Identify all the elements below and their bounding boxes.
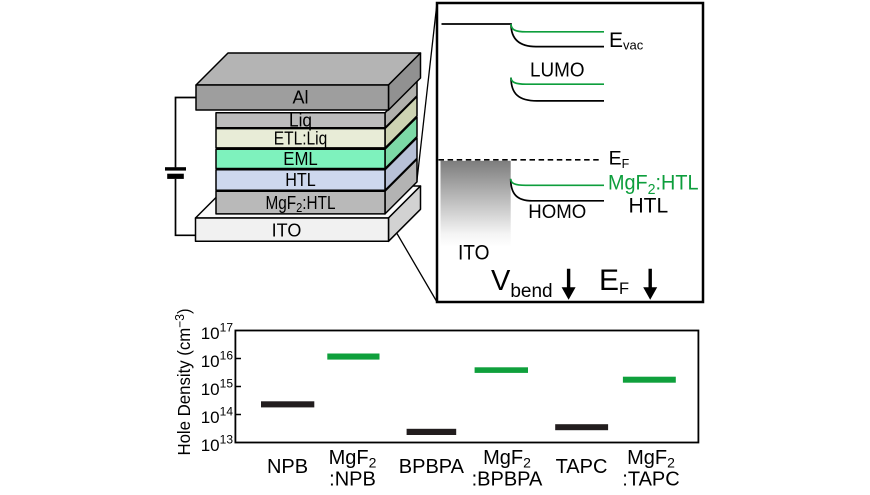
svg-text:Al: Al bbox=[292, 88, 308, 108]
svg-text:1014: 1014 bbox=[201, 404, 234, 427]
svg-text::BPBPA: :BPBPA bbox=[472, 469, 543, 491]
svg-text:1015: 1015 bbox=[201, 376, 234, 399]
svg-text:HTL: HTL bbox=[629, 195, 669, 218]
svg-text:EML: EML bbox=[283, 149, 318, 169]
svg-text:1013: 1013 bbox=[201, 432, 234, 455]
svg-text:NPB: NPB bbox=[267, 456, 308, 478]
svg-text:1016: 1016 bbox=[201, 348, 234, 371]
svg-text:MgF2:HTL: MgF2:HTL bbox=[266, 193, 336, 215]
svg-text::NPB: :NPB bbox=[329, 469, 376, 491]
svg-text:MgF2: MgF2 bbox=[329, 447, 377, 471]
svg-text:BPBPA: BPBPA bbox=[399, 456, 465, 478]
svg-text:HOMO: HOMO bbox=[528, 201, 586, 223]
svg-text:LUMO: LUMO bbox=[530, 59, 585, 81]
svg-text:HTL: HTL bbox=[285, 170, 316, 190]
svg-text:Hole Density (cm−3): Hole Density (cm−3) bbox=[173, 308, 194, 455]
svg-text::TAPC: :TAPC bbox=[622, 469, 679, 491]
svg-text:MgF2: MgF2 bbox=[483, 447, 531, 471]
svg-text:1017: 1017 bbox=[201, 320, 234, 343]
svg-text:ITO: ITO bbox=[458, 242, 490, 265]
svg-text:ETL:Liq: ETL:Liq bbox=[274, 129, 328, 149]
svg-text:ITO: ITO bbox=[272, 221, 302, 241]
svg-text:Liq: Liq bbox=[289, 110, 312, 130]
svg-text:TAPC: TAPC bbox=[556, 456, 608, 478]
svg-text:MgF2: MgF2 bbox=[627, 447, 675, 471]
